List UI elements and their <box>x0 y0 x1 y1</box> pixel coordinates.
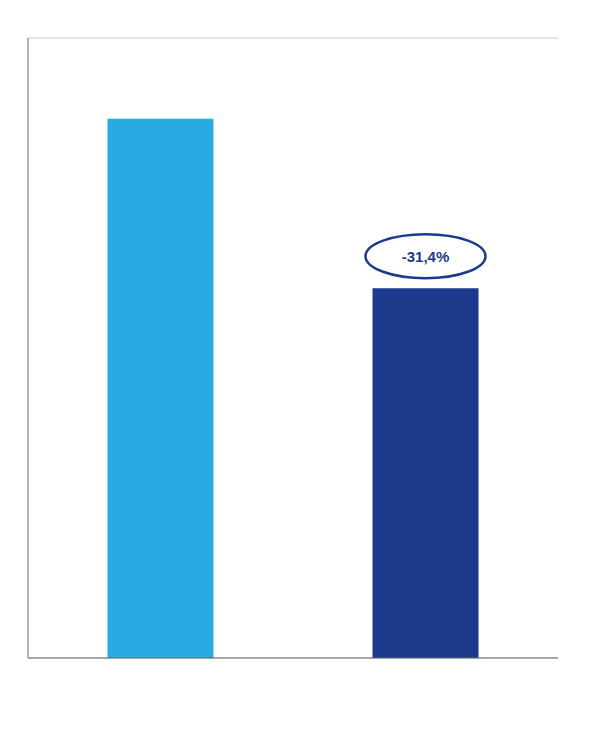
svg-text:-31,4%: -31,4% <box>402 248 450 265</box>
